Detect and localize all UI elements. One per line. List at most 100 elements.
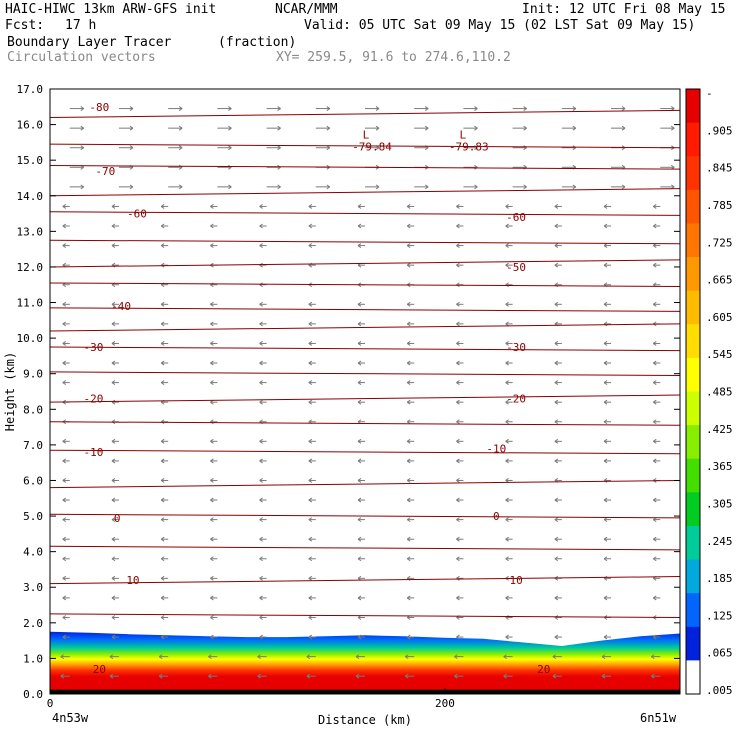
- contour-label: 0: [114, 512, 121, 525]
- vector-arrowhead: [424, 184, 429, 190]
- vector-arrowhead: [306, 673, 311, 679]
- vector-arrowhead: [406, 497, 411, 503]
- vector-arrowhead: [603, 360, 608, 366]
- vector-arrowhead: [505, 595, 509, 601]
- temperature-contours: -80 -70 -60 -60 -50 -40 -30 -30 -20 -20 -10 -10 0 0 10…: [49, 101, 681, 676]
- vector-arrowhead: [357, 556, 362, 562]
- vector-arrowhead: [160, 438, 165, 444]
- vector-arrowhead: [652, 262, 657, 268]
- vector-arrowhead: [650, 654, 655, 660]
- vector-arrowhead: [160, 615, 165, 620]
- vector-arrowhead: [62, 595, 67, 601]
- vector-arrowhead: [652, 341, 657, 346]
- vector-arrowhead: [357, 301, 362, 307]
- vector-arrowhead: [554, 399, 559, 405]
- vector-arrowhead: [456, 380, 460, 386]
- vector-arrowhead: [259, 634, 263, 640]
- vector-arrowhead: [308, 595, 313, 601]
- vector-arrowhead: [111, 497, 116, 503]
- low-value: -79.83: [449, 141, 489, 154]
- colorbar-label: .485: [706, 386, 733, 399]
- vector-arrowhead: [603, 262, 608, 268]
- vector-arrowhead: [62, 360, 67, 366]
- contour-line: [49, 371, 681, 376]
- vector-arrowhead: [160, 536, 165, 542]
- vector-arrowhead: [505, 301, 509, 307]
- vector-arrowhead: [259, 517, 263, 523]
- vector-arrowhead: [62, 380, 67, 386]
- contour-line: [49, 545, 681, 551]
- y-tick-label: 5.0: [23, 510, 43, 523]
- vector-arrowhead: [357, 458, 362, 464]
- vector-arrowhead: [111, 458, 116, 464]
- y-tick-label: 7.0: [23, 439, 43, 452]
- vector-arrowhead: [456, 517, 460, 523]
- vector-arrowhead: [603, 243, 608, 249]
- vector-arrowhead: [308, 575, 313, 581]
- vector-arrowhead: [406, 360, 411, 366]
- vector-arrowhead: [456, 321, 460, 327]
- y-tick-label: 16.0: [17, 119, 44, 132]
- vector-arrowhead: [603, 223, 608, 229]
- vector-arrowhead: [308, 536, 313, 542]
- colorbar-swatch: [686, 458, 700, 493]
- vector-arrowhead: [111, 360, 116, 366]
- vector-arrowhead: [111, 634, 116, 640]
- y-tick-label: 17.0: [17, 83, 44, 96]
- colorbar-label: .365: [706, 460, 733, 473]
- vector-arrowhead: [505, 341, 509, 346]
- colorbar-label: .665: [706, 274, 733, 287]
- vector-arrowhead: [406, 438, 411, 444]
- low-symbol: L: [459, 129, 466, 142]
- vector-arrowhead: [210, 556, 214, 562]
- x-tick-label: 0: [47, 697, 54, 710]
- colorbar-label: -: [706, 87, 713, 100]
- vector-arrowhead: [456, 536, 460, 542]
- vector-arrowhead: [60, 673, 65, 679]
- vector-arrowhead: [208, 673, 212, 679]
- low-symbol: L: [363, 129, 370, 142]
- colorbar-swatch: [686, 357, 700, 392]
- vector-arrowhead: [210, 243, 214, 249]
- colorbar-swatch: [686, 189, 700, 224]
- vector-arrowhead: [308, 517, 313, 523]
- vector-arrowhead: [456, 360, 460, 366]
- vector-arrowhead: [456, 399, 460, 405]
- vector-arrowhead: [160, 243, 165, 249]
- vector-arrowhead: [454, 673, 458, 679]
- contour-line: [49, 188, 681, 197]
- vector-arrowhead: [308, 223, 313, 229]
- vector-arrowhead: [308, 243, 313, 249]
- vector-arrowhead: [158, 673, 163, 679]
- vector-arrowhead: [308, 204, 313, 209]
- y-tick-label: 8.0: [23, 403, 43, 416]
- vector-arrowhead: [160, 223, 165, 229]
- vector-arrowhead: [62, 497, 67, 503]
- vector-arrowhead: [160, 458, 165, 464]
- vector-arrowhead: [259, 223, 263, 229]
- vector-arrowhead: [228, 125, 232, 131]
- colorbar-label: .425: [706, 423, 733, 436]
- vector-arrowhead: [178, 145, 183, 151]
- vector-arrowhead: [456, 634, 460, 640]
- vector-arrowhead: [523, 125, 527, 131]
- vector-arrowhead: [554, 360, 559, 366]
- vector-arrowhead: [277, 106, 281, 111]
- field-name: Boundary Layer Tracer: [7, 35, 172, 50]
- vector-arrowhead: [210, 517, 214, 523]
- vector-field-name: Circulation vectors: [7, 50, 156, 65]
- vector-arrowhead: [160, 204, 165, 209]
- vector-arrowhead: [652, 419, 657, 425]
- vector-arrowhead: [505, 497, 509, 503]
- vector-arrowhead: [259, 380, 263, 386]
- vector-arrowhead: [259, 301, 263, 307]
- axes: 0.0 1.0 2.0 3.0 4.0 5.0 6.0 7.0 8.0 9.0 10.0 11.0 12…: [3, 83, 681, 727]
- vector-arrowhead: [111, 341, 116, 346]
- vector-arrowhead: [523, 184, 527, 190]
- vector-arrowhead: [308, 497, 313, 503]
- vector-arrowhead: [160, 575, 165, 581]
- vector-arrowhead: [456, 478, 460, 483]
- contour-label: -60: [127, 208, 147, 221]
- contour-label: -10: [486, 442, 506, 455]
- vector-arrowhead: [554, 556, 559, 562]
